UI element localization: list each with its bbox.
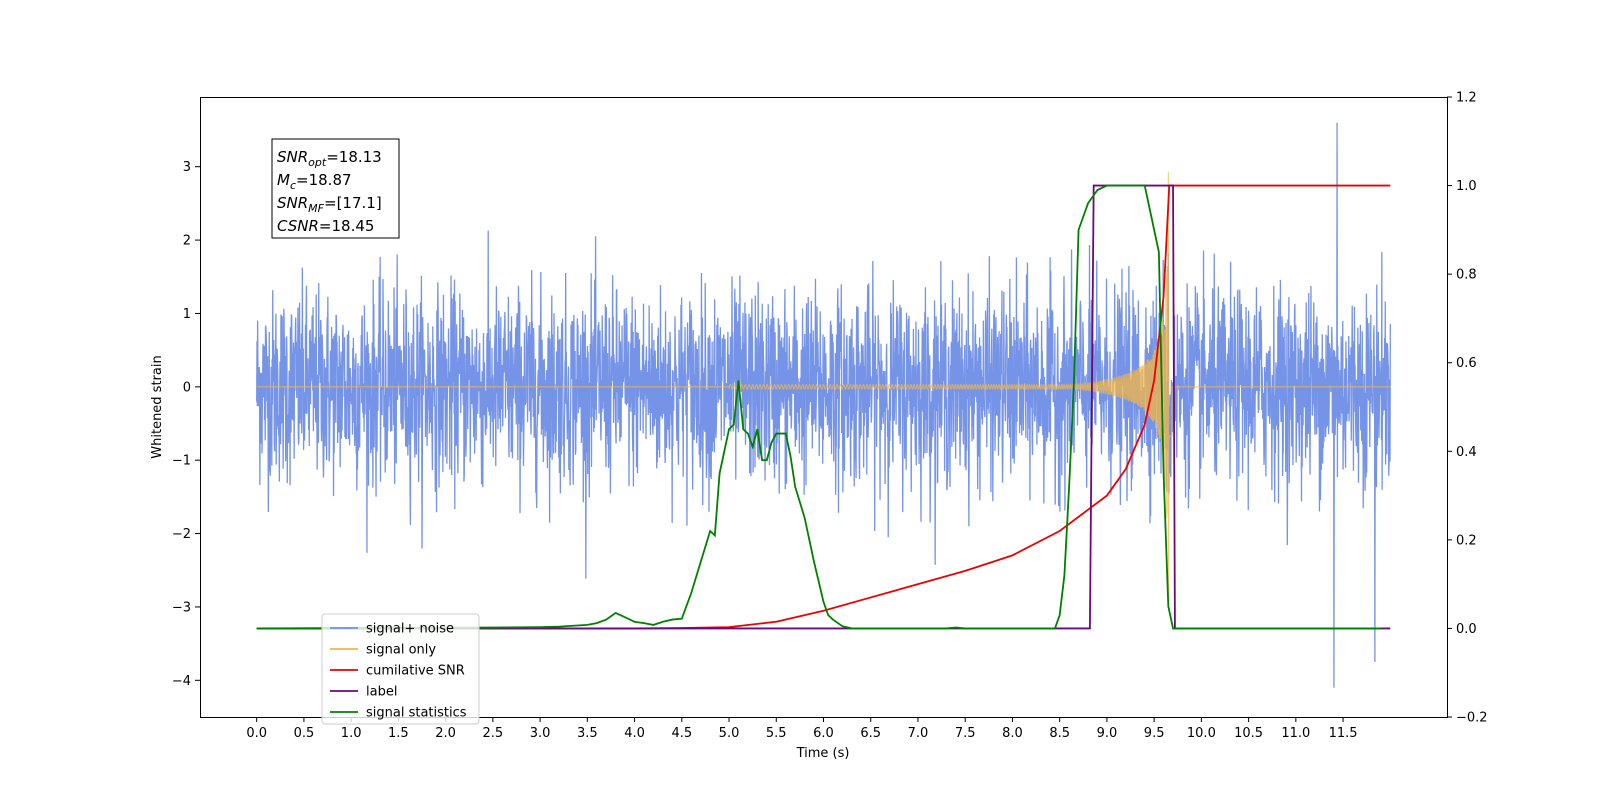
y-left-tick-label: −1 [172, 454, 191, 469]
x-tick-label: 2.0 [435, 726, 456, 741]
info-box-line: Mc=18.87 [277, 171, 352, 192]
x-tick-label: 1.5 [388, 726, 409, 741]
info-box-line: CSNR=18.45 [277, 217, 374, 235]
x-tick-label: 11.5 [1329, 726, 1358, 741]
x-tick-label: 10.0 [1187, 726, 1216, 741]
legend-label: signal statistics [366, 706, 467, 721]
x-tick-label: 11.0 [1281, 726, 1310, 741]
x-tick-label: 9.0 [1097, 726, 1118, 741]
y-right-tick-label: 0.4 [1456, 445, 1477, 460]
x-tick-label: 3.0 [530, 726, 551, 741]
y-right-tick-label: 1.2 [1456, 91, 1477, 106]
x-tick-label: 2.5 [483, 726, 504, 741]
y-right-tick-label: −0.2 [1456, 711, 1488, 726]
legend-frame [321, 613, 480, 725]
series-signal-statistics-line [256, 184, 1381, 630]
legend-label: signal+ noise [366, 622, 454, 637]
y-right-tick-label: 0.8 [1456, 268, 1477, 283]
series-signal-noise-line [256, 122, 1391, 688]
info-box-line: SNRMF=[17.1] [277, 194, 382, 215]
x-axis-title: Time (s) [796, 746, 850, 761]
x-tick-label: 4.0 [624, 726, 645, 741]
y-left-tick-label: 1 [183, 307, 191, 322]
y-left-tick-label: 2 [183, 234, 191, 249]
legend-label: signal only [366, 643, 436, 658]
info-box-frame [271, 138, 400, 239]
info-box-line: SNRopt=18.13 [277, 148, 382, 169]
legend: signal+ noise signal only cumilative SNR la… [321, 613, 480, 725]
x-tick-label: 0.5 [294, 726, 315, 741]
y-left-tick-label: −3 [172, 600, 191, 615]
y-right-tick-label: 1.0 [1456, 179, 1477, 194]
x-tick-label: 3.5 [577, 726, 598, 741]
x-tick-label: 8.0 [1002, 726, 1023, 741]
x-tick-label: 6.0 [813, 726, 834, 741]
y-left-tick-label: −4 [172, 674, 191, 689]
series-signal-only-line [256, 172, 1391, 600]
y-left-tick-label: 0 [183, 380, 191, 395]
x-tick-label: 5.5 [766, 726, 787, 741]
x-tick-label: 8.5 [1049, 726, 1070, 741]
x-tick-label: 1.0 [341, 726, 362, 741]
x-tick-label: 5.0 [719, 726, 740, 741]
y-axis-title: Whitened strain [150, 355, 165, 458]
legend-label: label [366, 685, 397, 700]
y-left-tick-label: −2 [172, 527, 191, 542]
x-tick-label: 7.5 [955, 726, 976, 741]
legend-label: cumilative SNR [366, 664, 465, 679]
x-tick-label: 10.5 [1234, 726, 1263, 741]
y-right-tick-label: 0.6 [1456, 356, 1477, 371]
y-left-tick-label: 3 [183, 160, 191, 175]
x-tick-label: 9.5 [1144, 726, 1165, 741]
x-tick-label: 6.5 [860, 726, 881, 741]
y-right-tick-label: 0.2 [1456, 533, 1477, 548]
x-tick-label: 4.5 [671, 726, 692, 741]
series-cumilative-snr-line [256, 184, 1391, 630]
x-tick-label: 7.0 [908, 726, 929, 741]
x-tick-label: 0.0 [246, 726, 267, 741]
y-right-tick-label: 0.0 [1456, 622, 1477, 637]
